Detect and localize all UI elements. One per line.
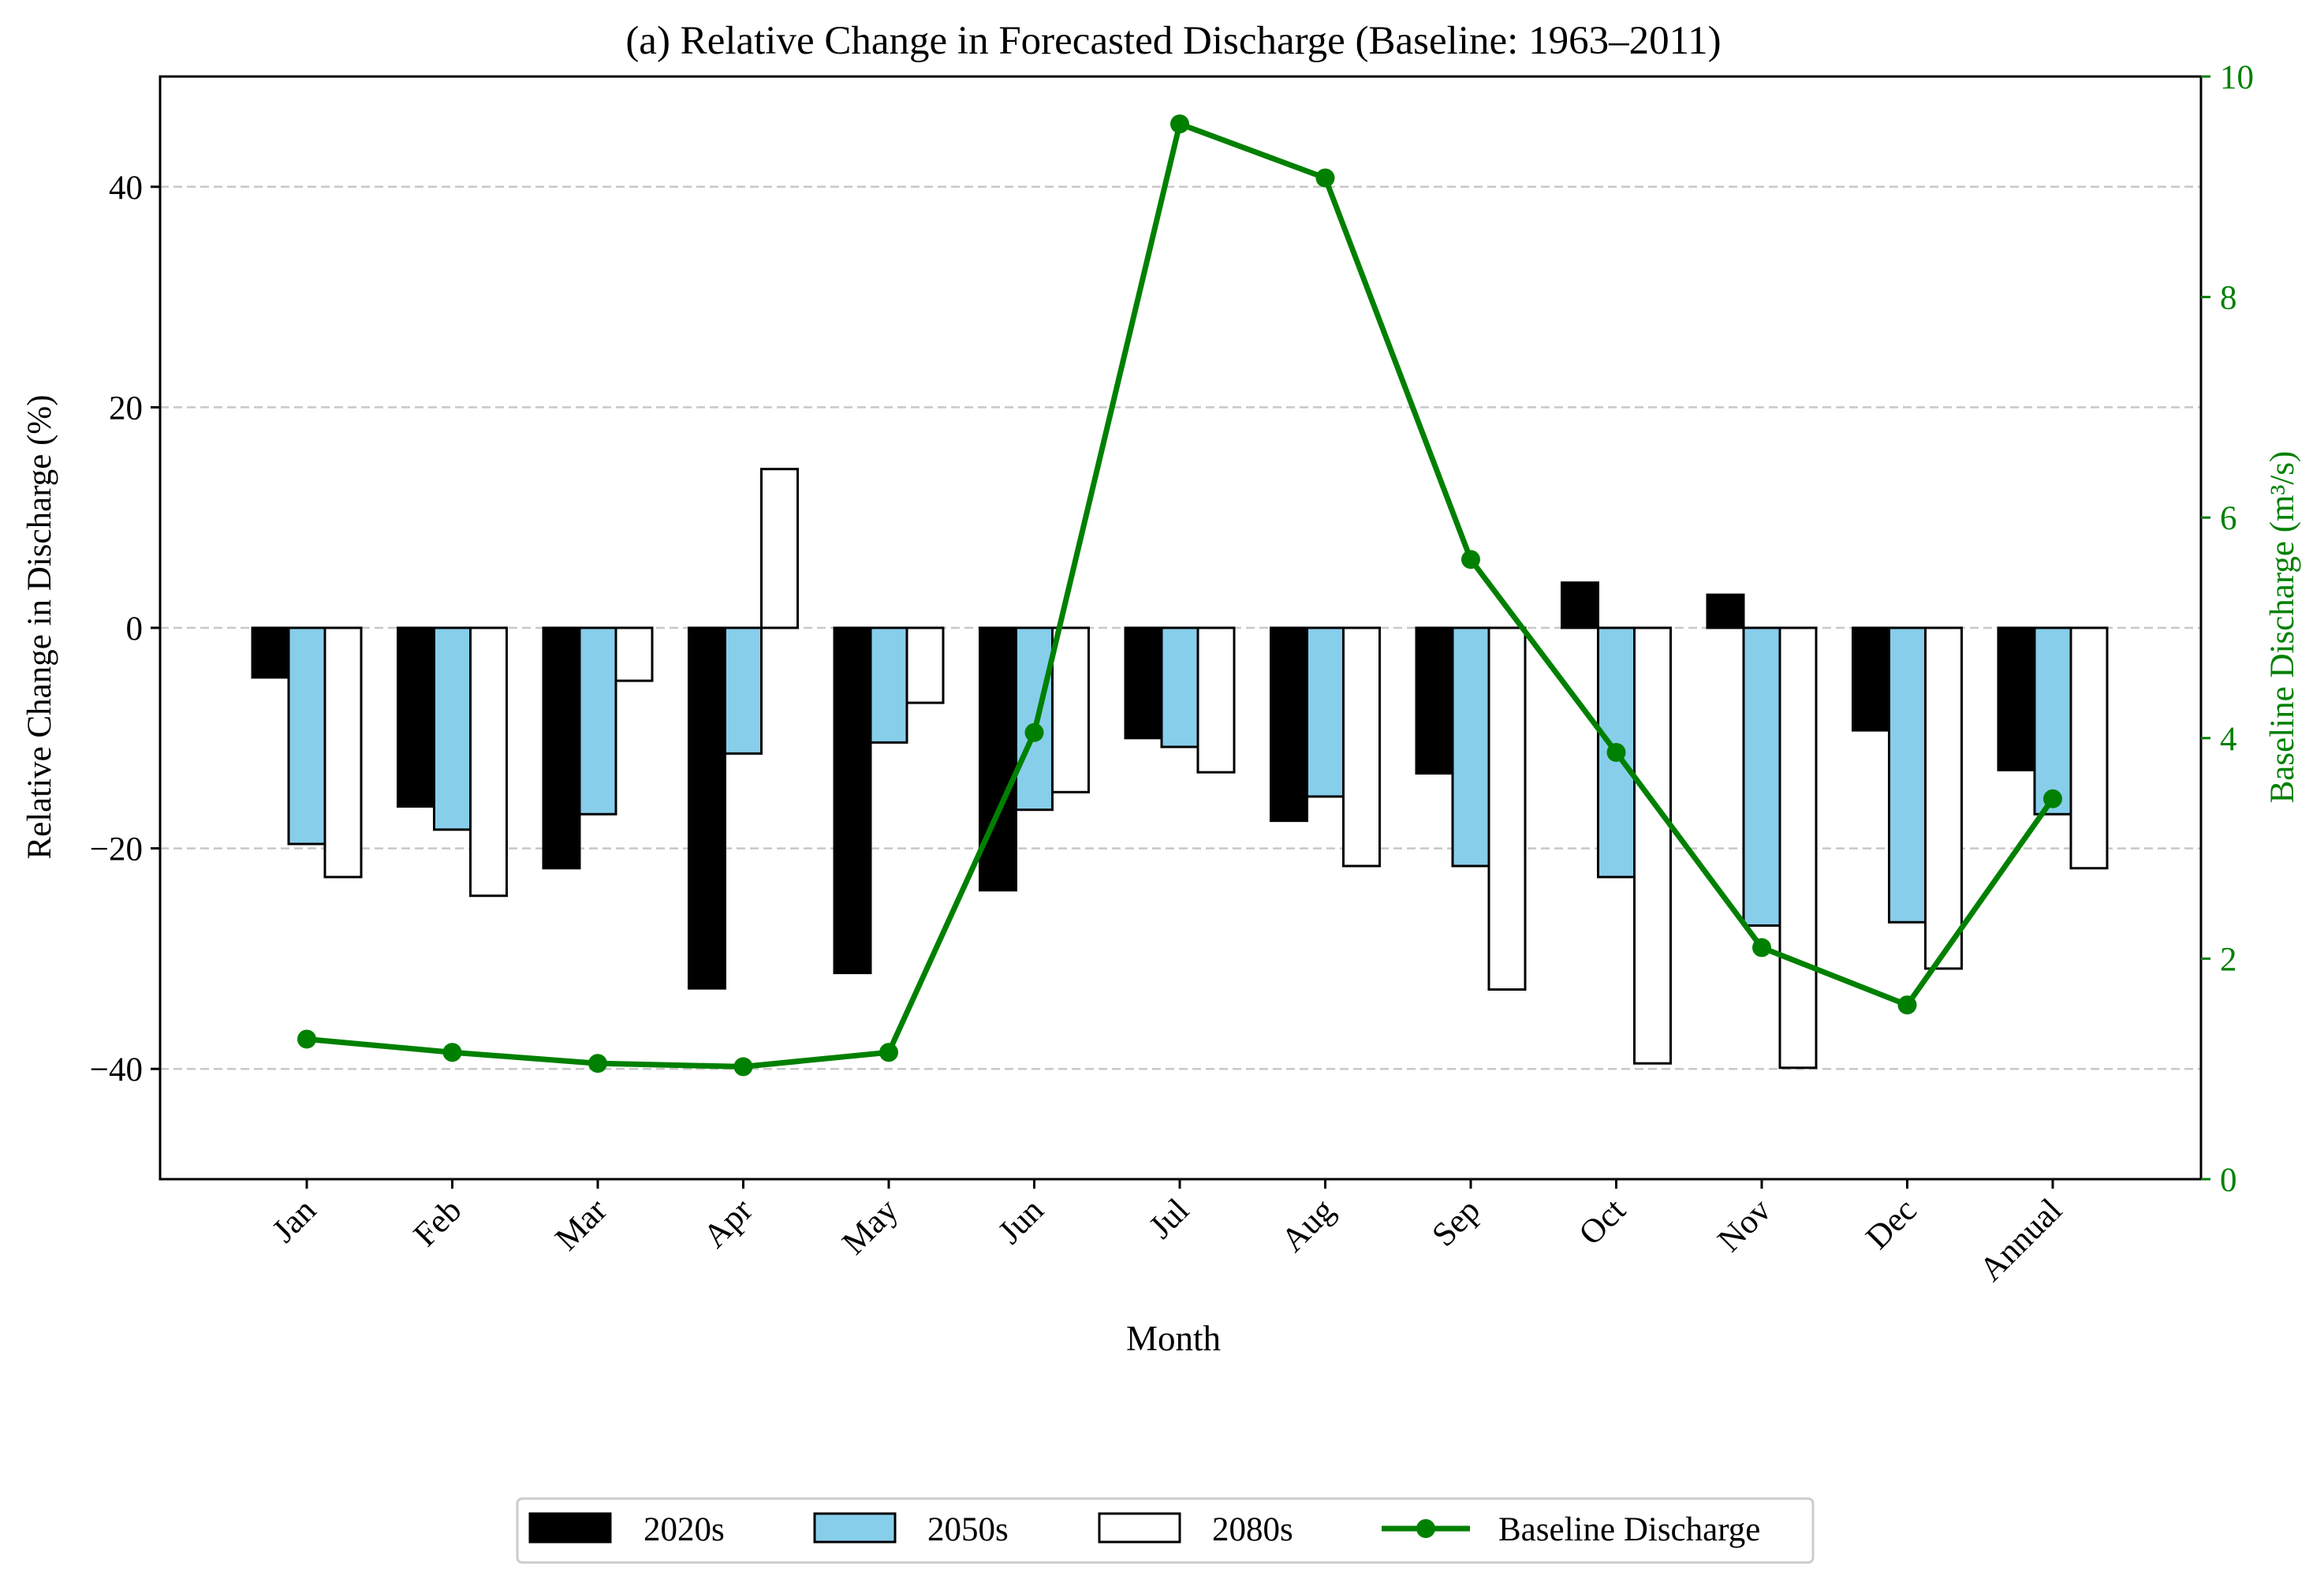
y2-tick-label: 6 [2220, 500, 2237, 537]
baseline-discharge-point [588, 1054, 607, 1073]
bar-2080s [1633, 626, 1672, 1065]
bar-2050s [578, 626, 617, 816]
bar-2080s [1196, 626, 1236, 774]
bar-2080s [1778, 626, 1818, 1070]
x-tick-label: Dec [1859, 1192, 1923, 1256]
legend-swatch [813, 1512, 897, 1544]
bar-2050s [1742, 626, 1781, 927]
x-tick-label: Annual [1972, 1192, 2069, 1289]
chart-title: (a) Relative Change in Forecasted Discha… [625, 19, 1721, 63]
baseline-discharge-point [1315, 168, 1335, 188]
bar-2050s [1160, 626, 1199, 749]
bar-2020s [1415, 626, 1454, 775]
y-tick-label: −20 [90, 831, 143, 868]
baseline-discharge-point [297, 1029, 316, 1049]
baseline-discharge-point [1752, 938, 1771, 958]
y-tick-label: 0 [126, 610, 144, 648]
x-tick-label: Aug [1274, 1192, 1342, 1260]
bar-2080s [1051, 626, 1090, 793]
x-tick-label: Mar [548, 1192, 614, 1258]
bar-2020s [1270, 626, 1308, 823]
bar-2080s [1342, 626, 1381, 868]
y2-tick-label: 4 [2220, 721, 2237, 758]
bar-2020s [1124, 626, 1163, 740]
bar-2050s [1888, 626, 1927, 924]
bar-2080s [905, 626, 945, 704]
y2-tick-label: 2 [2220, 941, 2237, 978]
legend-swatch-marker [1416, 1519, 1435, 1538]
bar-2080s [323, 626, 363, 879]
bar-2050s [1306, 626, 1345, 798]
bar-2020s [1561, 581, 1599, 629]
legend-swatch [1098, 1512, 1181, 1544]
y-tick-label: 20 [109, 390, 143, 427]
bar-2020s [542, 626, 581, 870]
bar-2050s [1451, 626, 1490, 868]
baseline-discharge-point [1170, 114, 1189, 134]
baseline-discharge-point [1897, 995, 1917, 1015]
right-axis: 0 2 4 6 8 10 [2201, 59, 2254, 1199]
x-tick-label: Feb [407, 1192, 469, 1254]
legend-label: 2050s [927, 1511, 1009, 1548]
bar-2020s [397, 626, 435, 808]
baseline-discharge-point [2043, 789, 2062, 808]
bar-2080s [1924, 626, 1963, 970]
y-tick-label: −40 [90, 1051, 143, 1088]
legend-label: Baseline Discharge [1498, 1511, 1760, 1548]
y2-tick-label: 10 [2220, 59, 2254, 96]
bar-2020s [979, 626, 1017, 892]
legend-swatch [528, 1512, 612, 1544]
bar-2050s [724, 626, 763, 755]
bar-2050s [1015, 626, 1054, 812]
bar-2050s [2033, 626, 2072, 816]
legend-label: 2080s [1212, 1511, 1293, 1548]
x-tick-label: May [835, 1191, 905, 1261]
y-tick-label: 40 [109, 170, 143, 207]
x-axis: Jan Feb Mar Apr May Jun Jul Aug Sep Oct Nov Dec Annu… [265, 1179, 2069, 1289]
baseline-discharge-point [1024, 722, 1044, 742]
x-tick-label: Sep [1425, 1192, 1487, 1254]
bar-2020s [688, 626, 726, 990]
x-tick-label: Nov [1710, 1191, 1778, 1259]
bar-2080s [614, 626, 654, 682]
x-axis-label: Month [1126, 1319, 1221, 1358]
y2-tick-label: 8 [2220, 280, 2237, 317]
y2-tick-label: 0 [2220, 1162, 2237, 1199]
baseline-discharge-point [733, 1057, 753, 1077]
legend-label: 2020s [643, 1511, 725, 1548]
bar-2050s [433, 626, 472, 831]
bar-2080s [760, 468, 799, 629]
left-axis: −40 −20 0 20 40 [90, 170, 160, 1088]
bar-2080s [1487, 626, 1527, 991]
bar-2080s [469, 626, 508, 898]
baseline-discharge-point [1606, 742, 1626, 762]
x-tick-label: Jul [1142, 1192, 1196, 1246]
bar-2020s [251, 626, 290, 679]
bar-2020s [1852, 626, 1890, 732]
bar-2020s [1997, 626, 2036, 771]
baseline-line [297, 114, 2062, 1077]
y2-axis-label: Baseline Discharge (m³/s) [2264, 451, 2301, 804]
bar-2050s [287, 626, 326, 846]
x-tick-label: Apr [696, 1192, 760, 1256]
bar-2020s [833, 626, 872, 975]
bar-2050s [869, 626, 908, 744]
bar-2080s [2069, 626, 2109, 870]
baseline-discharge-point [442, 1043, 462, 1062]
y-axis-label: Relative Change in Discharge (%) [21, 394, 58, 859]
bars [251, 468, 2109, 1070]
baseline-discharge-point [1461, 550, 1480, 569]
x-tick-label: Jun [991, 1192, 1050, 1251]
legend: 2020s 2050s 2080s Baseline Discharge [516, 1497, 1815, 1564]
bar-2020s [1706, 593, 1745, 629]
x-tick-label: Jan [265, 1192, 323, 1250]
baseline-discharge-point [879, 1043, 898, 1062]
x-tick-label: Oct [1572, 1192, 1632, 1253]
